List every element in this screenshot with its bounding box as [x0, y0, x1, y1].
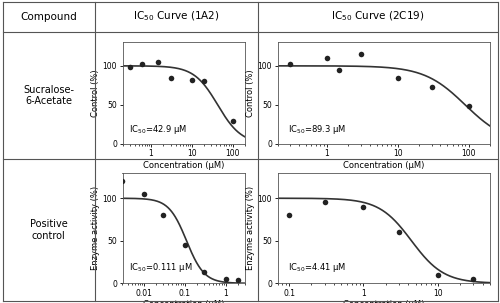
Point — [323, 56, 331, 61]
Text: IC$_{50}$=4.41 µM: IC$_{50}$=4.41 µM — [288, 261, 346, 275]
Point — [188, 78, 196, 82]
Point — [428, 85, 436, 89]
Point — [394, 75, 402, 80]
Point — [166, 75, 174, 80]
Point — [154, 59, 162, 64]
Point — [228, 118, 236, 123]
X-axis label: Concentration (µM): Concentration (µM) — [143, 161, 224, 170]
Y-axis label: Enzyme activity (%): Enzyme activity (%) — [92, 186, 100, 270]
Text: IC$_{50}$=89.3 µM: IC$_{50}$=89.3 µM — [288, 123, 346, 136]
Point — [395, 230, 403, 235]
Point — [357, 52, 365, 57]
Text: Positive
control: Positive control — [30, 219, 68, 241]
Point — [470, 277, 478, 281]
X-axis label: Concentration (µM): Concentration (µM) — [343, 161, 424, 170]
Text: IC$_{50}$ Curve (1A2): IC$_{50}$ Curve (1A2) — [133, 10, 220, 23]
Point — [222, 277, 230, 281]
Point — [434, 272, 442, 277]
Point — [200, 270, 208, 275]
Point — [336, 67, 344, 72]
Text: Compound: Compound — [20, 12, 77, 22]
Point — [234, 278, 242, 282]
Point — [200, 79, 208, 84]
Text: IC$_{50}$ Curve (2C19): IC$_{50}$ Curve (2C19) — [331, 10, 424, 23]
Point — [118, 179, 126, 184]
Point — [140, 191, 148, 196]
Text: IC$_{50}$=42.9 µM: IC$_{50}$=42.9 µM — [128, 123, 187, 136]
Point — [464, 103, 472, 108]
Y-axis label: Control (%): Control (%) — [92, 69, 100, 117]
Point — [180, 243, 188, 248]
Text: IC$_{50}$=0.111 µM: IC$_{50}$=0.111 µM — [128, 261, 192, 275]
Point — [360, 204, 368, 209]
Point — [286, 62, 294, 67]
Y-axis label: Enzyme activity (%): Enzyme activity (%) — [246, 186, 256, 270]
Text: Sucralose-
6-Acetate: Sucralose- 6-Acetate — [23, 85, 74, 106]
X-axis label: Concentration (µM): Concentration (µM) — [343, 300, 424, 303]
Point — [138, 61, 146, 66]
Point — [320, 200, 328, 205]
Point — [126, 65, 134, 70]
X-axis label: Concentration (µM): Concentration (µM) — [143, 300, 224, 303]
Y-axis label: Control (%): Control (%) — [246, 69, 256, 117]
Point — [160, 213, 168, 218]
Point — [285, 213, 293, 218]
